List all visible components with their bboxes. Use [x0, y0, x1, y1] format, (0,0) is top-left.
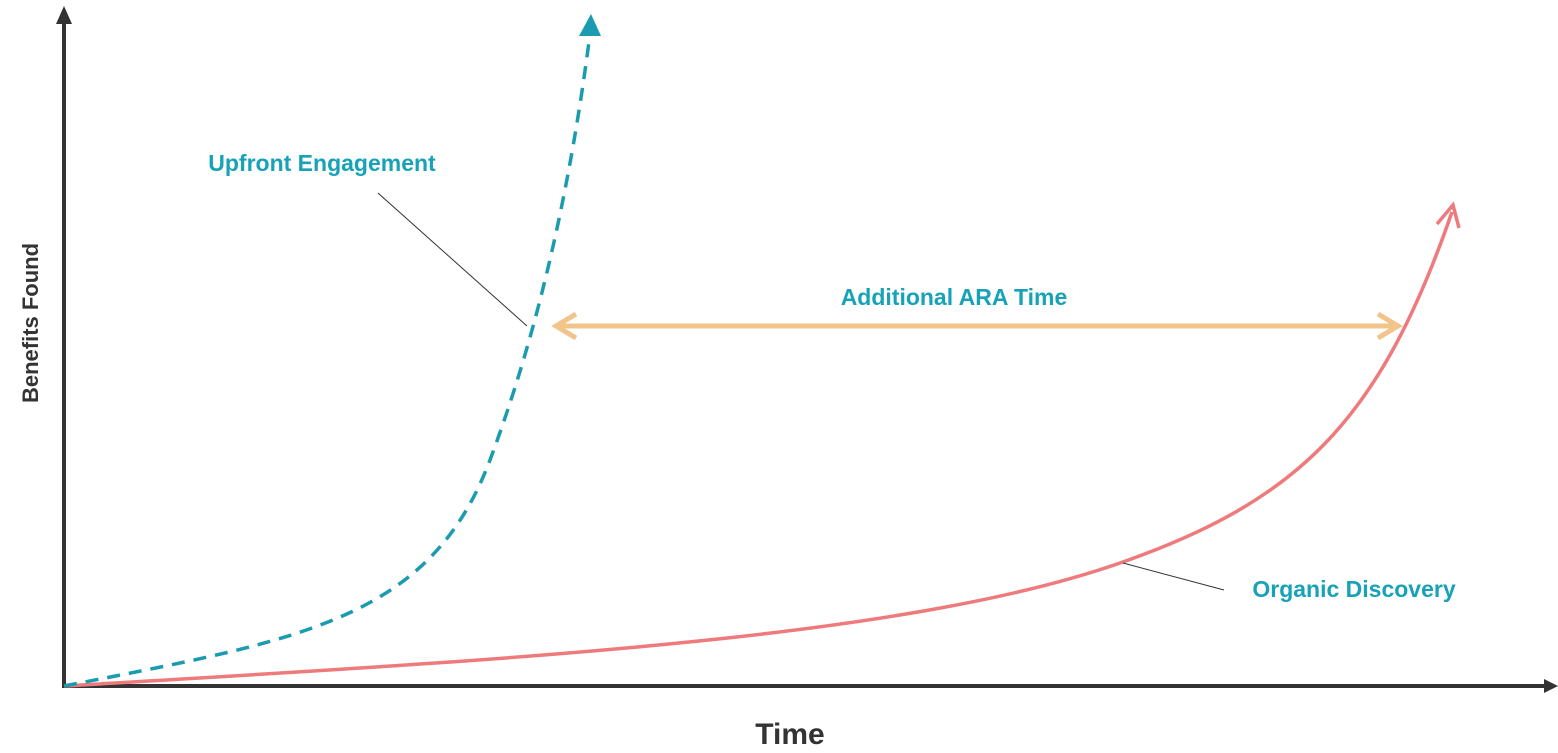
organic-discovery-label: Organic Discovery [1252, 576, 1455, 602]
organic-arrowhead-icon [1435, 201, 1461, 229]
y-axis-label: Benefits Found [18, 243, 43, 403]
upfront-leader-line [377, 192, 528, 327]
gap-arrowhead-left-icon [551, 311, 578, 341]
y-axis-arrow-icon [56, 6, 72, 24]
organic-leader-line [1122, 562, 1225, 591]
axes [56, 6, 1558, 693]
upfront-arrowhead-icon [579, 14, 601, 36]
gap-arrowhead-right-icon [1376, 311, 1403, 341]
organic-discovery-curve [63, 211, 1454, 688]
additional-time-label: Additional ARA Time [841, 284, 1068, 310]
additional-time-arrow [551, 311, 1403, 341]
upfront-engagement-label: Upfront Engagement [208, 150, 436, 176]
x-axis-label: Time [755, 718, 824, 751]
x-axis-arrow-icon [1544, 679, 1558, 693]
upfront-engagement-curve [63, 33, 592, 688]
